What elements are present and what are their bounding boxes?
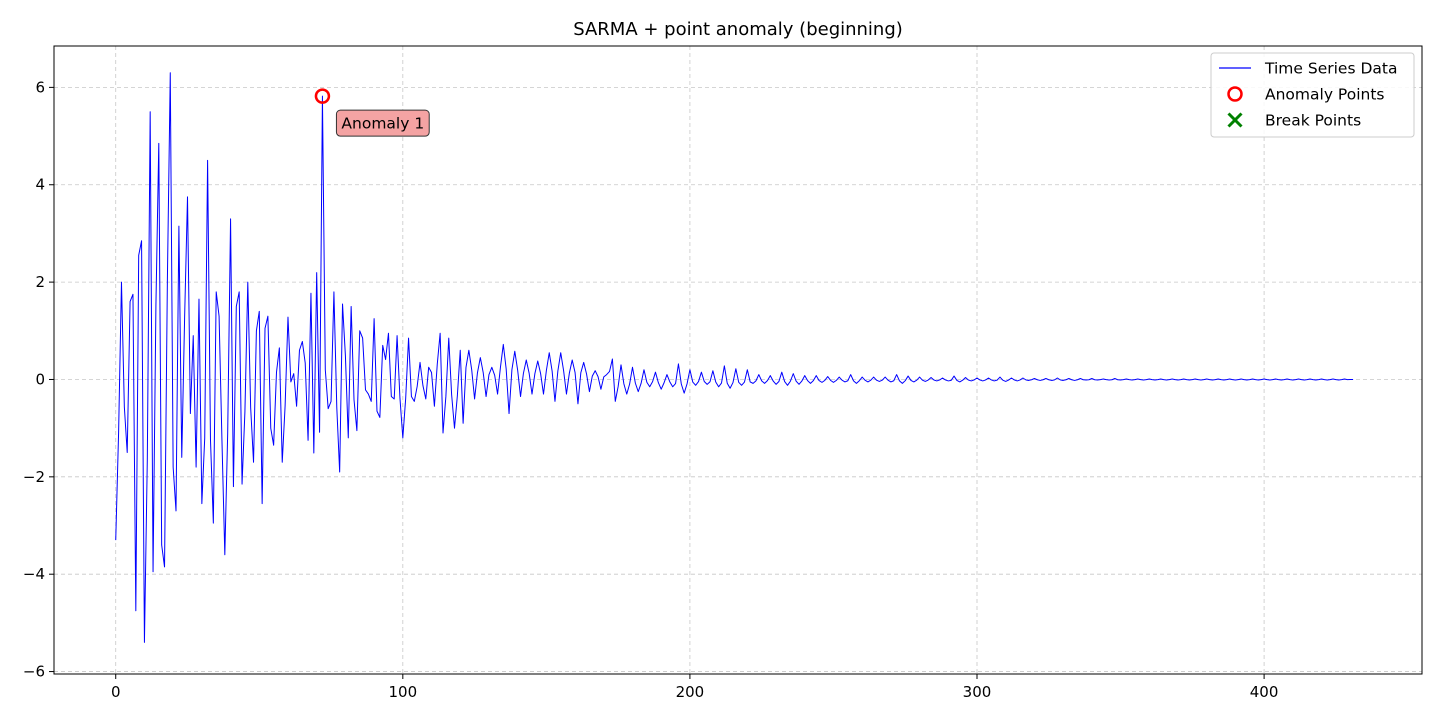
x-tick-label: 300: [963, 683, 992, 701]
y-tick-label: 0: [35, 370, 45, 388]
x-tick-label: 100: [388, 683, 417, 701]
legend-entry: Anomaly Points: [1227, 86, 1384, 104]
anomaly-annotation: Anomaly 1: [335, 109, 430, 137]
legend-entry: Time Series Data: [1219, 60, 1397, 78]
chart-title: SARMA + point anomaly (beginning): [573, 19, 903, 40]
plot-area-frame: [53, 45, 1423, 675]
x-axis-ticks: 0 100 200 300 400: [111, 674, 1278, 701]
y-tick-label: 6: [35, 78, 45, 96]
y-tick-label: 2: [35, 273, 45, 291]
y-tick-label: −4: [23, 565, 45, 583]
anomaly-point: [314, 88, 331, 104]
x-tick-label: 200: [676, 683, 705, 701]
legend-label: Break Points: [1265, 112, 1361, 130]
annotation-label: Anomaly 1: [341, 115, 424, 133]
legend-entry: Break Points: [1227, 112, 1361, 130]
x-tick-label: 0: [111, 683, 121, 701]
y-tick-label: 4: [35, 176, 45, 194]
series-line-time-series-data: [115, 72, 1354, 643]
legend-label: Anomaly Points: [1265, 86, 1384, 104]
legend-circle-swatch: [1227, 86, 1243, 102]
legend-label: Time Series Data: [1264, 60, 1397, 78]
grid-lines: [54, 46, 1422, 674]
y-tick-label: −2: [23, 468, 45, 486]
legend-box: [1210, 52, 1415, 138]
legend: Time Series Data Anomaly Points Break Poin…: [1210, 52, 1415, 138]
y-axis-ticks: −6 −4 −2 0 2 4 6: [23, 78, 54, 681]
annotation-box: [335, 109, 430, 137]
annotation-layer: Anomaly 1: [335, 109, 430, 137]
legend-x-swatch: [1227, 112, 1243, 128]
y-tick-label: −6: [23, 663, 45, 681]
series-layer: [115, 72, 1354, 643]
x-tick-label: 400: [1250, 683, 1279, 701]
